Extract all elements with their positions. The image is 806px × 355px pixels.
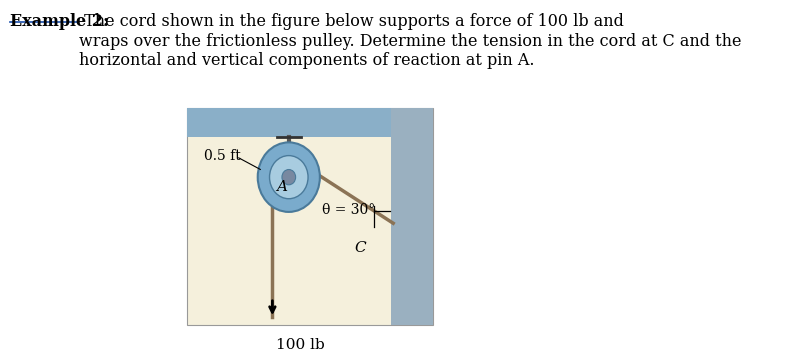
Text: Example 2:: Example 2: xyxy=(10,13,109,30)
Text: A: A xyxy=(276,180,288,194)
Text: The cord shown in the figure below supports a force of 100 lb and
wraps over the: The cord shown in the figure below suppo… xyxy=(79,13,742,69)
FancyBboxPatch shape xyxy=(392,108,433,325)
Text: 0.5 ft: 0.5 ft xyxy=(204,149,241,163)
Text: 100 lb: 100 lb xyxy=(276,338,325,353)
FancyBboxPatch shape xyxy=(187,108,433,325)
Text: C: C xyxy=(355,241,366,255)
Circle shape xyxy=(269,155,308,199)
Circle shape xyxy=(258,142,320,212)
Text: θ = 30°: θ = 30° xyxy=(322,203,376,217)
Circle shape xyxy=(282,169,296,185)
FancyBboxPatch shape xyxy=(187,108,433,137)
